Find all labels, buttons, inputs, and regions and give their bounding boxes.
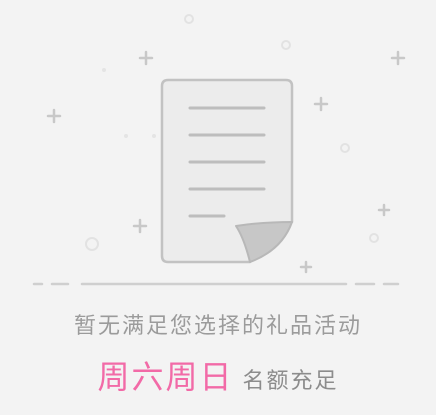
weekend-days-label: 周六周日 xyxy=(97,358,234,396)
sparkle-plus-icons xyxy=(46,50,406,274)
document-icon xyxy=(160,78,294,264)
empty-state-message: 暂无满足您选择的礼品活动 xyxy=(73,314,362,339)
quota-status-label: 名额充足 xyxy=(242,369,339,394)
empty-document-illustration xyxy=(32,14,406,286)
decorative-circles xyxy=(85,14,379,251)
availability-line: 周六周日 名额充足 xyxy=(0,352,436,398)
